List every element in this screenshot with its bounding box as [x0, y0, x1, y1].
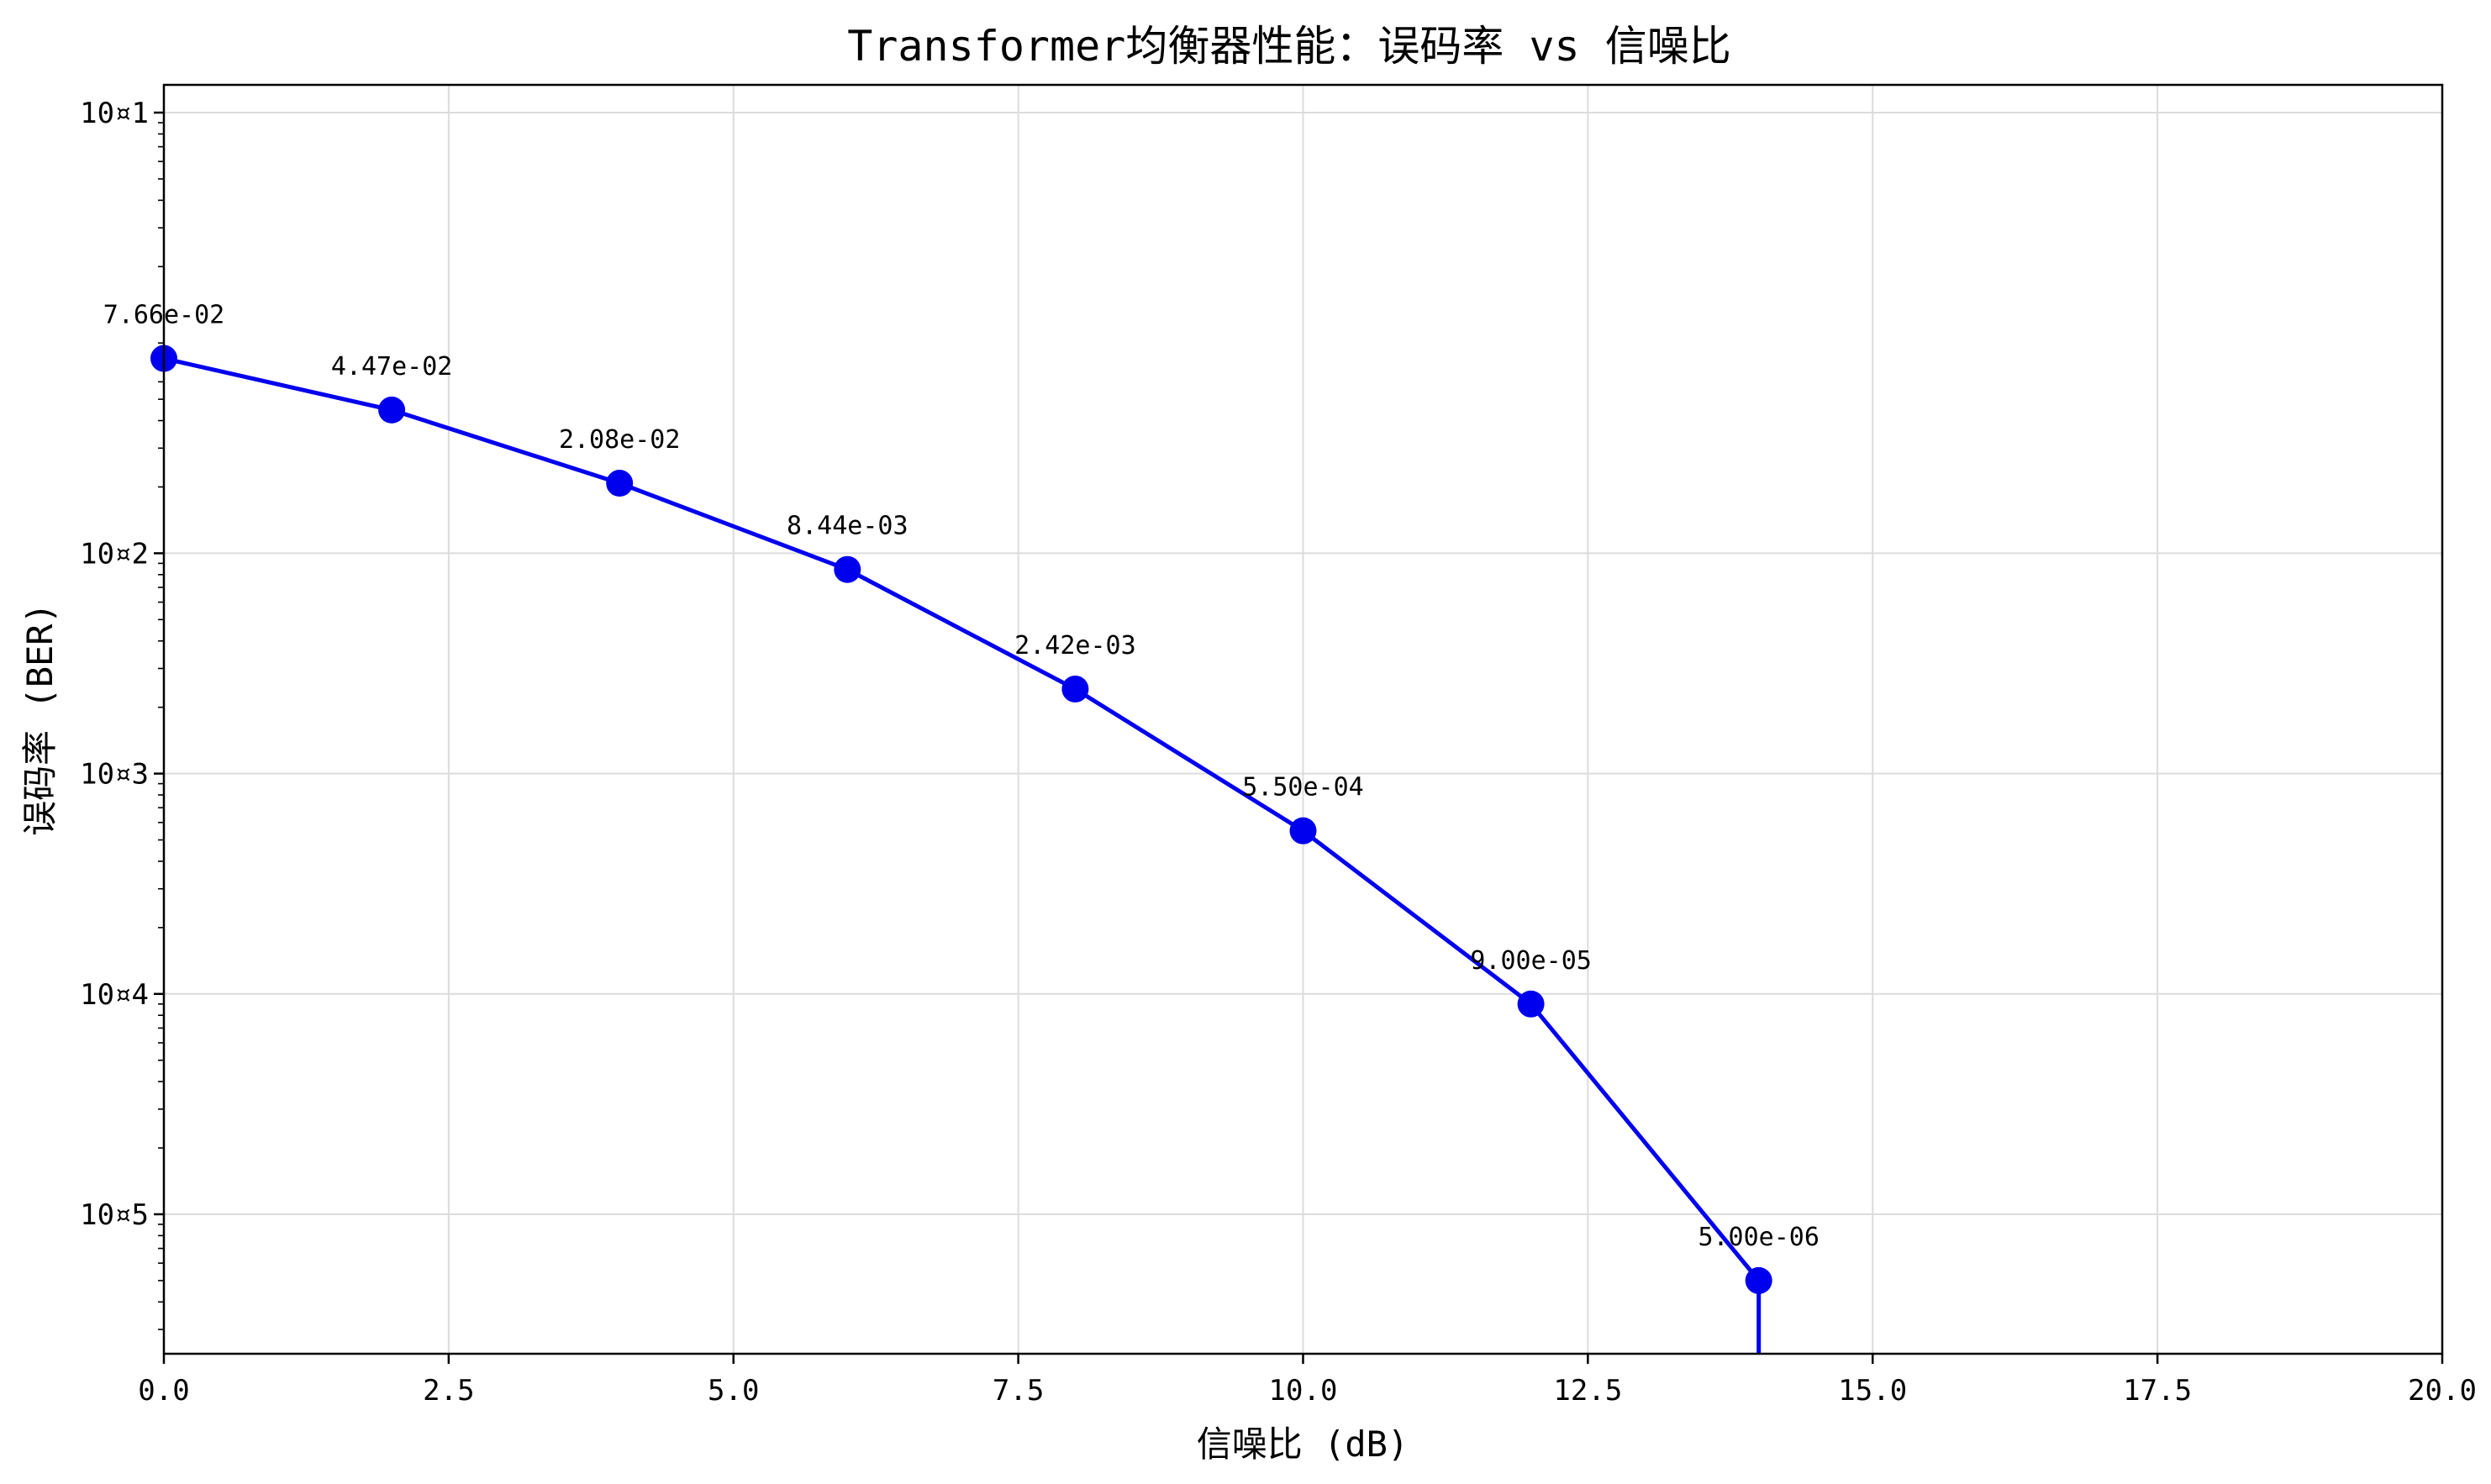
x-tick-label: 10.0 — [1269, 1374, 1338, 1408]
data-point — [1289, 817, 1317, 845]
chart-title: Transformer均衡器性能：误码率 vs 信噪比 — [847, 22, 1731, 71]
x-axis: 0.0 2.5 5.0 7.5 10.0 12.5 15.0 17.5 20.0 — [138, 1354, 2477, 1408]
data-point — [1061, 675, 1089, 703]
data-label: 5.50e-04 — [1242, 773, 1364, 803]
x-tick-label: 20.0 — [2408, 1374, 2477, 1408]
data-label: 2.42e-03 — [1014, 631, 1136, 660]
x-axis-label: 信噪比 (dB) — [1197, 1423, 1409, 1465]
series-layer: 7.66e-024.47e-022.08e-028.44e-032.42e-03… — [103, 301, 1820, 1354]
x-tick-label: 2.5 — [423, 1374, 474, 1408]
y-axis-label: 误码率 (BER) — [19, 603, 61, 836]
y-tick-label: 10¤2 — [80, 537, 149, 571]
data-point — [1745, 1266, 1772, 1294]
x-tick-label: 15.0 — [1838, 1374, 1907, 1408]
data-label: 4.47e-02 — [331, 352, 453, 382]
data-point — [834, 555, 861, 583]
x-tick-label: 5.0 — [708, 1374, 759, 1408]
y-axis: 10¤1 10¤2 10¤3 10¤4 10¤5 — [80, 97, 164, 1232]
x-tick-label: 17.5 — [2123, 1374, 2192, 1408]
data-label: 9.00e-05 — [1470, 946, 1592, 976]
data-point — [606, 470, 634, 497]
x-tick-label: 7.5 — [993, 1374, 1044, 1408]
y-tick-label: 10¤1 — [80, 97, 149, 130]
data-label: 2.08e-02 — [559, 425, 681, 455]
x-tick-label: 12.5 — [1553, 1374, 1622, 1408]
data-label: 8.44e-03 — [787, 512, 908, 541]
data-point — [1517, 990, 1545, 1018]
y-tick-label: 10¤4 — [80, 978, 149, 1012]
y-tick-label: 10¤5 — [80, 1198, 149, 1232]
grid-lines — [163, 85, 2443, 1354]
plot-frame — [162, 83, 2444, 1355]
data-point — [378, 396, 406, 424]
x-tick-label: 0.0 — [138, 1374, 189, 1408]
y-tick-label: 10¤3 — [80, 758, 149, 792]
ber-line — [163, 356, 1761, 1282]
data-label: 5.00e-06 — [1698, 1223, 1820, 1252]
